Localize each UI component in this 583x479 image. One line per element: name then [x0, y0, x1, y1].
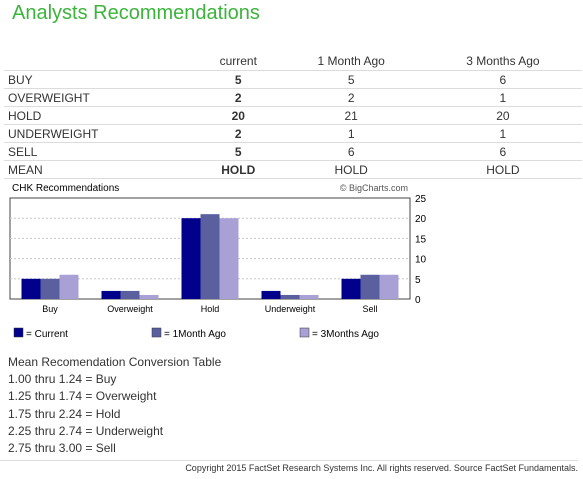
current-value: 2 [198, 88, 279, 107]
month3-value: HOLD [423, 160, 582, 179]
row-label: SELL [4, 142, 198, 161]
x-tick-label: Overweight [107, 304, 153, 314]
bar [360, 274, 380, 299]
header-3-months-ago: 3 Months Ago [466, 54, 540, 68]
header-empty [4, 52, 198, 71]
header-1-month-ago: 1 Month Ago [317, 54, 385, 68]
chart-title: CHK Recommendations [12, 183, 119, 194]
legend-swatch [13, 327, 24, 338]
conversion-line: 2.75 thru 3.00 = Sell [8, 441, 116, 456]
header-current: current [219, 54, 257, 68]
x-tick-label: Buy [42, 304, 58, 314]
month3-value: 6 [423, 70, 582, 89]
bigcharts-watermark: © BigCharts.com [340, 183, 408, 193]
row-label: BUY [4, 70, 198, 89]
bar [280, 294, 300, 299]
row-label: MEAN [4, 160, 198, 179]
bar [299, 294, 319, 299]
bar [261, 290, 281, 299]
table-row: HOLD 20 21 20 [4, 106, 582, 125]
month1-value: HOLD [278, 160, 424, 179]
bar [40, 278, 60, 299]
recommendations-table: current 1 Month Ago 3 Months Ago BUY 5 5… [4, 52, 582, 179]
y-tick-label: 20 [415, 214, 427, 225]
bar [139, 294, 159, 299]
current-value: 5 [198, 142, 279, 161]
table-row: UNDERWEIGHT 2 1 1 [4, 124, 582, 143]
legend-label: = 3Months Ago [312, 329, 379, 340]
month1-value: 1 [278, 124, 424, 143]
month1-value: 21 [278, 106, 424, 125]
y-tick-label: 25 [415, 194, 427, 205]
month3-value: 1 [423, 88, 582, 107]
y-tick-label: 5 [415, 275, 421, 286]
conversion-table: Mean Recomendation Conversion Table 1.00… [8, 354, 221, 457]
current-value: HOLD [198, 160, 279, 179]
y-tick-label: 10 [415, 255, 427, 266]
month1-value: 6 [278, 142, 424, 161]
conversion-line: 2.25 thru 2.74 = Underweight [8, 423, 164, 438]
table-row: BUY 5 5 6 [4, 70, 582, 89]
row-label: OVERWEIGHT [4, 88, 198, 107]
bar [101, 290, 121, 299]
conversion-line: 1.25 thru 1.74 = Overweight [8, 389, 157, 404]
bar [379, 274, 399, 299]
table-row: OVERWEIGHT 2 2 1 [4, 88, 582, 107]
legend-label: = 1Month Ago [164, 329, 226, 340]
row-label: HOLD [4, 106, 198, 125]
legend-label: = Current [26, 329, 68, 340]
conversion-line: 1.00 thru 1.24 = Buy [8, 372, 117, 387]
bar [181, 218, 201, 299]
bar [120, 290, 140, 299]
y-tick-label: 15 [415, 234, 427, 245]
bar [21, 278, 41, 299]
legend-swatch [299, 327, 310, 338]
row-label: UNDERWEIGHT [4, 124, 198, 143]
table-header-row: current 1 Month Ago 3 Months Ago [4, 52, 582, 71]
table-row: MEAN HOLD HOLD HOLD [4, 160, 582, 179]
current-value: 5 [198, 70, 279, 89]
conversion-title: Mean Recomendation Conversion Table [8, 355, 222, 369]
month3-value: 1 [423, 124, 582, 143]
bar [200, 214, 220, 299]
copyright-text: Copyright 2015 FactSet Research Systems … [0, 460, 578, 473]
conversion-line: 1.75 thru 2.24 = Hold [8, 406, 121, 421]
legend-swatch [151, 327, 162, 338]
x-tick-label: Hold [201, 304, 220, 314]
y-tick-label: 0 [415, 295, 421, 306]
month1-value: 5 [278, 70, 424, 89]
month3-value: 20 [423, 106, 582, 125]
bar [341, 278, 361, 299]
table-row: SELL 5 6 6 [4, 142, 582, 161]
bar [59, 274, 79, 299]
current-value: 20 [198, 106, 279, 125]
current-value: 2 [198, 124, 279, 143]
month3-value: 6 [423, 142, 582, 161]
recommendations-chart: CHK Recommendations © BigCharts.com 0 5 10… [9, 183, 427, 340]
page-title: Analysts Recommendations [12, 2, 260, 24]
month1-value: 2 [278, 88, 424, 107]
bar [219, 218, 239, 299]
x-tick-label: Underweight [265, 304, 316, 314]
x-tick-label: Sell [362, 304, 377, 314]
